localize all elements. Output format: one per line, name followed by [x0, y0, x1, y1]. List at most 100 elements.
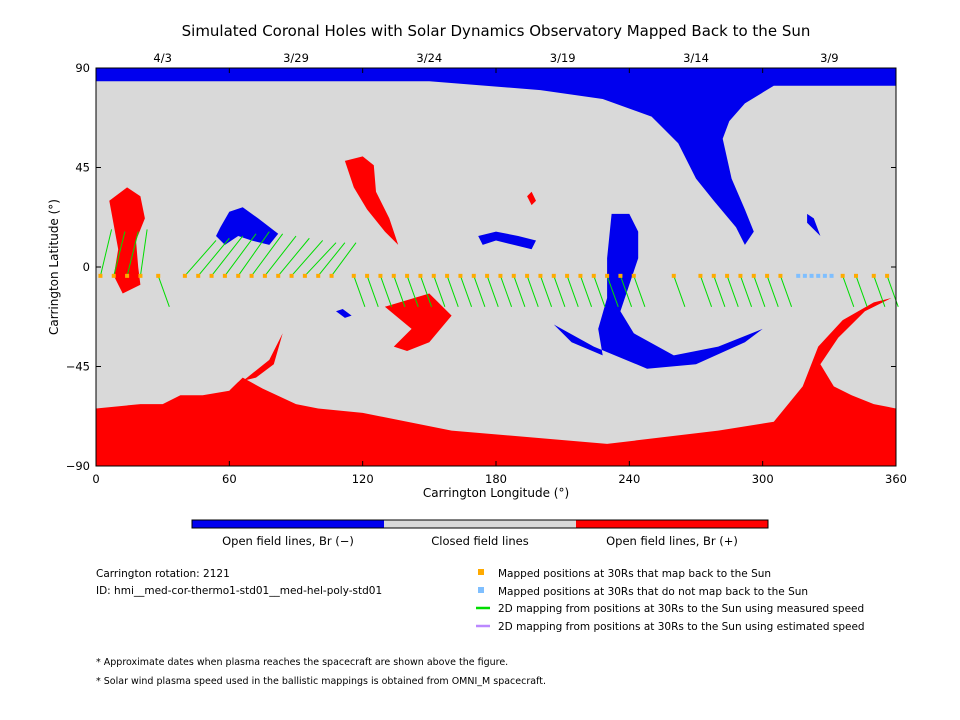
mapped-point [196, 273, 201, 278]
unmapped-point [829, 273, 834, 278]
mapped-point [618, 273, 623, 278]
mapping-line [753, 275, 766, 307]
legend-mapped-marker [478, 569, 484, 575]
mapping-lines [99, 229, 899, 307]
mapped-point [698, 273, 703, 278]
top-date-labels: 4/3 3/29 3/24 3/19 3/14 3/9 [153, 51, 838, 65]
coronal-hole-north-cap [96, 68, 896, 245]
top-date-label: 3/9 [820, 51, 839, 65]
mapping-line [224, 233, 257, 277]
mapping-line [579, 275, 593, 307]
mapped-point [538, 273, 543, 278]
mapping-line [842, 275, 855, 307]
mapped-point [138, 273, 143, 278]
mapped-point [565, 273, 570, 278]
x-axis-ticks: 0 60 120 180 240 300 360 [92, 68, 907, 486]
x-tick-label: 120 [352, 472, 374, 486]
mapping-line [264, 235, 297, 277]
mapping-line [473, 275, 486, 307]
mapped-point [458, 273, 463, 278]
unmapped-point [802, 273, 807, 278]
mapping-line [317, 242, 346, 277]
mapped-point [365, 273, 370, 278]
mapping-line [619, 275, 633, 307]
colorbar-open-positive [576, 520, 768, 528]
coronal-hole-ch-neg-south [553, 213, 763, 369]
mapping-line [446, 275, 459, 307]
coronal-hole-ch-neg-small [336, 309, 352, 318]
note-dates: * Approximate dates when plasma reaches … [96, 657, 508, 668]
unmapped-point [816, 273, 821, 278]
y-tick-label: −90 [66, 459, 90, 473]
mapping-line [539, 275, 553, 307]
mapped-point [725, 273, 730, 278]
mapped-point [631, 273, 636, 278]
mapping-line [486, 275, 499, 307]
legend-unmapped-label: Mapped positions at 30Rs that do not map… [498, 586, 808, 598]
mapped-point [578, 273, 583, 278]
legend-unmapped-marker [478, 587, 484, 593]
mapping-line [513, 275, 526, 307]
mapping-line [139, 229, 148, 276]
mapped-point [391, 273, 396, 278]
coronal-hole-ch-neg-321 [807, 213, 821, 236]
mapping-line [393, 275, 406, 307]
mapping-line [855, 275, 868, 307]
chart-title: Simulated Coronal Holes with Solar Dynam… [182, 22, 811, 40]
y-axis-label: Carrington Latitude (°) [47, 199, 61, 335]
mapped-point [551, 273, 556, 278]
mapping-line [277, 237, 310, 277]
colorbar-frame [191, 519, 769, 529]
y-tick-label: 0 [83, 260, 90, 274]
mapping-line [126, 231, 139, 276]
mapping-line [197, 237, 230, 277]
y-tick-label: 90 [75, 61, 90, 75]
colorbar-label-positive: Open field lines, Br (+) [606, 534, 738, 548]
mapping-line [713, 275, 726, 307]
x-axis-label: Carrington Longitude (°) [423, 486, 569, 500]
mapped-point [431, 273, 436, 278]
unmapped-point [796, 273, 801, 278]
mapping-line [291, 240, 324, 277]
mapping-line [766, 275, 779, 307]
colorbar-closed [384, 520, 576, 528]
top-date-label: 3/19 [550, 51, 576, 65]
legend: Mapped positions at 30Rs that map back t… [476, 568, 865, 633]
mapped-point [485, 273, 490, 278]
mapping-line [157, 275, 170, 307]
mapped-point [111, 273, 116, 278]
mapped-point [329, 273, 334, 278]
legend-estimated-label: 2D mapping from positions at 30Rs to the… [498, 621, 865, 633]
y-axis-ticks: 90 45 0 −45 −90 [66, 61, 896, 473]
mapped-point [854, 273, 858, 278]
mapped-point [316, 273, 321, 278]
mapped-point [671, 273, 676, 278]
coronal-hole-ch-pos-mid [384, 293, 452, 351]
mapped-point [156, 273, 161, 278]
mapped-point [351, 273, 356, 278]
mapped-point [871, 273, 876, 278]
mapped-points [98, 273, 890, 278]
y-tick-label: 45 [75, 161, 90, 175]
mapping-line [211, 235, 244, 277]
x-tick-label: 0 [92, 472, 99, 486]
mapping-line [379, 275, 393, 307]
mapping-line [633, 275, 646, 307]
mapping-line [553, 275, 566, 307]
mapped-point [840, 273, 845, 278]
coronal-hole-ch-pos-sw [229, 333, 283, 391]
mapping-line [184, 240, 217, 277]
coronal-hole-ch-neg-mid [478, 231, 536, 250]
unmapped-point [809, 273, 814, 278]
mapping-line [459, 275, 473, 307]
mapping-line [419, 275, 433, 307]
mapped-point [751, 273, 756, 278]
mapped-point [236, 273, 241, 278]
mapping-line [873, 275, 886, 307]
x-tick-label: 60 [222, 472, 237, 486]
model-id: ID: hmi__med-cor-thermo1-std01__med-hel-… [96, 585, 382, 597]
mapped-point [182, 273, 187, 278]
colorbar: Open field lines, Br (−) Closed field li… [191, 519, 769, 548]
mapping-line [673, 275, 686, 307]
mapped-point [471, 273, 476, 278]
